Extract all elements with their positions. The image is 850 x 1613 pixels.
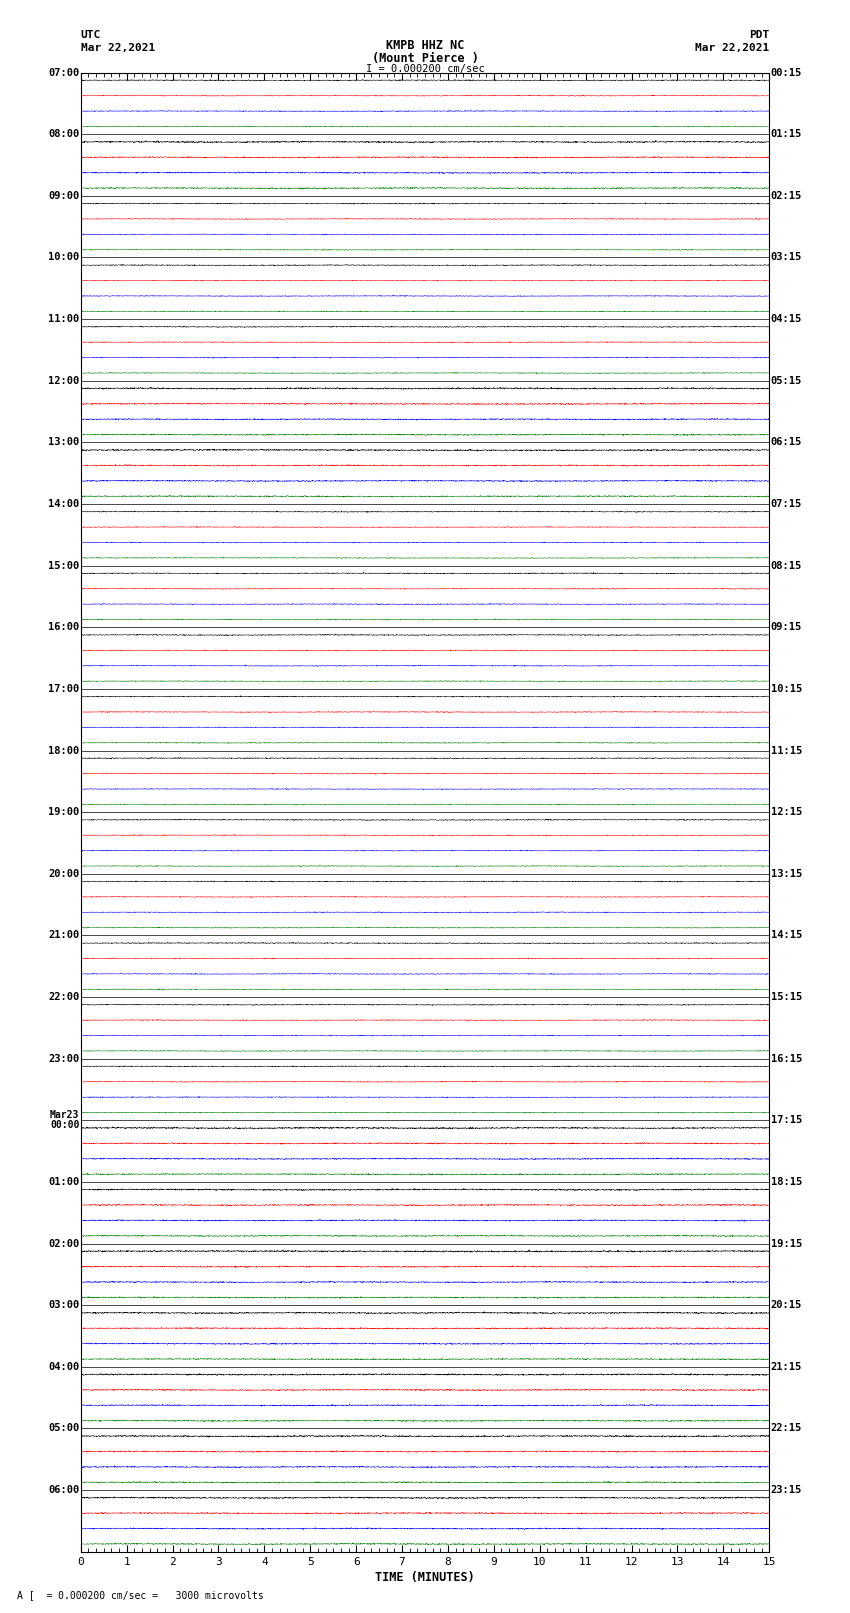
Text: 17:00: 17:00	[48, 684, 79, 694]
Text: 20:00: 20:00	[48, 869, 79, 879]
Text: 02:15: 02:15	[771, 190, 802, 202]
Text: 18:15: 18:15	[771, 1177, 802, 1187]
Text: 01:15: 01:15	[771, 129, 802, 139]
Text: 16:15: 16:15	[771, 1053, 802, 1063]
Text: KMPB HHZ NC: KMPB HHZ NC	[386, 39, 464, 52]
Text: 18:00: 18:00	[48, 745, 79, 755]
Text: 10:00: 10:00	[48, 253, 79, 263]
Text: 03:15: 03:15	[771, 253, 802, 263]
Text: 15:15: 15:15	[771, 992, 802, 1002]
Text: 21:15: 21:15	[771, 1361, 802, 1371]
Text: 20:15: 20:15	[771, 1300, 802, 1310]
Text: PDT: PDT	[749, 31, 769, 40]
Text: 11:00: 11:00	[48, 315, 79, 324]
Text: 06:00: 06:00	[48, 1486, 79, 1495]
Text: 23:00: 23:00	[48, 1053, 79, 1063]
Text: 07:15: 07:15	[771, 498, 802, 510]
Text: 02:00: 02:00	[48, 1239, 79, 1248]
Text: 08:15: 08:15	[771, 561, 802, 571]
Text: I = 0.000200 cm/sec: I = 0.000200 cm/sec	[366, 65, 484, 74]
Text: 19:15: 19:15	[771, 1239, 802, 1248]
Text: 14:15: 14:15	[771, 931, 802, 940]
Text: 13:00: 13:00	[48, 437, 79, 447]
Text: Mar 22,2021: Mar 22,2021	[695, 44, 769, 53]
Text: Mar23: Mar23	[50, 1110, 79, 1121]
Text: 00:15: 00:15	[771, 68, 802, 77]
Text: 09:15: 09:15	[771, 623, 802, 632]
Text: 00:00: 00:00	[50, 1121, 79, 1131]
Text: 03:00: 03:00	[48, 1300, 79, 1310]
Text: (Mount Pierce ): (Mount Pierce )	[371, 52, 479, 65]
Text: 19:00: 19:00	[48, 806, 79, 818]
Text: 10:15: 10:15	[771, 684, 802, 694]
Text: 07:00: 07:00	[48, 68, 79, 77]
Text: 22:00: 22:00	[48, 992, 79, 1002]
X-axis label: TIME (MINUTES): TIME (MINUTES)	[375, 1571, 475, 1584]
Text: 23:15: 23:15	[771, 1486, 802, 1495]
Text: 06:15: 06:15	[771, 437, 802, 447]
Text: 14:00: 14:00	[48, 498, 79, 510]
Text: 04:15: 04:15	[771, 315, 802, 324]
Text: 04:00: 04:00	[48, 1361, 79, 1371]
Text: 13:15: 13:15	[771, 869, 802, 879]
Text: 17:15: 17:15	[771, 1115, 802, 1126]
Text: 15:00: 15:00	[48, 561, 79, 571]
Text: 12:00: 12:00	[48, 376, 79, 386]
Text: A [  = 0.000200 cm/sec =   3000 microvolts: A [ = 0.000200 cm/sec = 3000 microvolts	[17, 1590, 264, 1600]
Text: UTC: UTC	[81, 31, 101, 40]
Text: 21:00: 21:00	[48, 931, 79, 940]
Text: 09:00: 09:00	[48, 190, 79, 202]
Text: 08:00: 08:00	[48, 129, 79, 139]
Text: 05:15: 05:15	[771, 376, 802, 386]
Text: 11:15: 11:15	[771, 745, 802, 755]
Text: 05:00: 05:00	[48, 1423, 79, 1434]
Text: Mar 22,2021: Mar 22,2021	[81, 44, 155, 53]
Text: 12:15: 12:15	[771, 806, 802, 818]
Text: 01:00: 01:00	[48, 1177, 79, 1187]
Text: 22:15: 22:15	[771, 1423, 802, 1434]
Text: 16:00: 16:00	[48, 623, 79, 632]
